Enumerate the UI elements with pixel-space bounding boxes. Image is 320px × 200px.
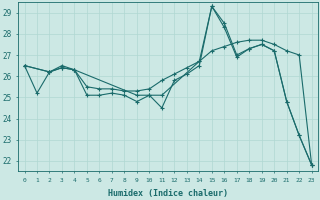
X-axis label: Humidex (Indice chaleur): Humidex (Indice chaleur) <box>108 189 228 198</box>
